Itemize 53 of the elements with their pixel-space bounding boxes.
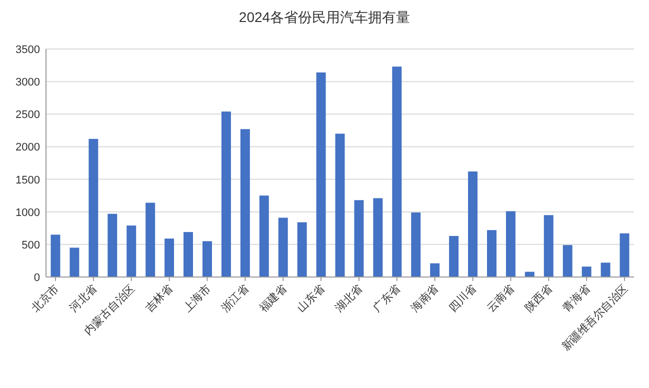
x-tick-label: 云南省 [484, 282, 517, 314]
bar [278, 218, 288, 277]
y-tick-label: 1500 [16, 174, 40, 186]
x-tick-label: 吉林省 [142, 282, 176, 314]
y-tick-label: 3000 [16, 76, 40, 89]
bar [164, 238, 174, 277]
y-tick-label: 3500 [16, 44, 40, 56]
x-tick-label: 青海省 [560, 282, 593, 314]
y-tick-label: 2000 [16, 142, 40, 154]
x-tick-label: 河北省 [67, 282, 100, 314]
bar [259, 196, 269, 277]
bar [354, 200, 364, 277]
bar [411, 212, 421, 277]
x-tick-label: 湖北省 [332, 282, 366, 314]
bar [297, 222, 307, 277]
bar [544, 215, 554, 277]
bar [487, 230, 496, 277]
bar [562, 245, 572, 277]
bar [70, 248, 80, 277]
bar [600, 262, 610, 277]
bar [620, 233, 630, 277]
bar [146, 202, 156, 277]
x-tick-label: 陕西省 [522, 282, 555, 314]
bar [506, 211, 516, 277]
chart-title: 2024各省份民用汽车拥有量 [238, 9, 410, 25]
bar [582, 266, 592, 277]
bar [221, 112, 231, 277]
x-tick-label: 四川省 [446, 282, 479, 314]
bar [184, 232, 193, 277]
x-tick-label: 上海市 [180, 282, 214, 314]
bar [392, 66, 402, 277]
x-tick-label: 山东省 [294, 282, 328, 314]
y-tick-label: 500 [22, 239, 40, 252]
bar [316, 72, 326, 277]
x-tick-label: 海南省 [408, 282, 441, 314]
x-tick-label: 北京市 [29, 282, 62, 314]
bar [373, 198, 383, 277]
bar [430, 263, 440, 277]
y-tick-label: 1000 [16, 206, 40, 219]
y-tick-label: 2500 [16, 109, 40, 122]
bar [202, 241, 212, 277]
bar [88, 138, 98, 277]
y-tick-label: 0 [34, 272, 40, 284]
bar [449, 236, 459, 277]
bar [126, 226, 136, 277]
x-tick-label: 福建省 [256, 282, 290, 314]
bar [468, 171, 478, 277]
bar [108, 214, 118, 277]
x-tick-label: 浙江省 [218, 282, 252, 314]
x-tick-label: 广东省 [370, 282, 404, 314]
bar [240, 129, 250, 277]
bar [50, 234, 60, 277]
bar [335, 134, 345, 277]
